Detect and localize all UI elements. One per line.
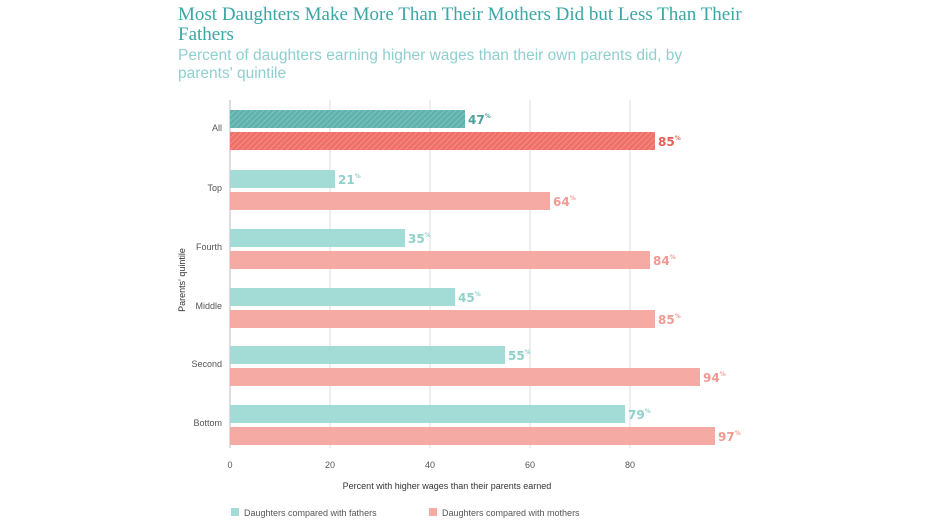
category-label: Second [191,359,222,369]
bar-hatch-mothers [230,132,655,150]
chart-subtitle: Percent of daughters earning higher wage… [178,47,683,82]
bar-mothers [230,192,550,210]
bar-fathers [230,170,335,188]
data-label: 47% [468,113,491,127]
data-label: 85% [658,313,681,327]
category-label: Top [207,183,222,193]
category-label: Bottom [193,418,222,428]
bar-fathers [230,229,405,247]
x-tick-label: 60 [525,460,535,470]
bar-mothers [230,427,715,445]
bar-fathers [230,405,625,423]
data-label: 94% [703,371,726,385]
x-tick-label: 20 [325,460,335,470]
legend: Daughters compared with fathers Daughter… [231,508,580,518]
y-axis-label: Parents' quintile [177,248,187,312]
data-label: 97% [718,430,741,444]
category-label: Fourth [196,242,222,252]
bar-fathers [230,346,505,364]
data-label: 84% [653,254,676,268]
bar-fathers [230,288,455,306]
legend-label-mothers: Daughters compared with mothers [442,508,580,518]
bar-mothers [230,368,700,386]
data-label: 79% [628,408,651,422]
x-axis-label: Percent with higher wages than their par… [343,481,552,491]
x-tick-label: 0 [227,460,232,470]
bar-hatch-fathers [230,110,465,128]
data-label: 35% [408,232,431,246]
data-label: 64% [553,195,576,209]
category-label: Middle [195,301,222,311]
category-label: All [212,123,222,133]
data-label: 21% [338,173,361,187]
bar-mothers [230,310,655,328]
chart-title: Most Daughters Make More Than Their Moth… [178,4,742,45]
legend-swatch-mothers [429,508,437,516]
data-label: 45% [458,291,481,305]
legend-swatch-fathers [231,508,239,516]
bar-mothers [230,251,650,269]
legend-label-fathers: Daughters compared with fathers [244,508,377,518]
data-label: 55% [508,349,531,363]
data-label: 85% [658,135,681,149]
x-tick-label: 80 [625,460,635,470]
x-tick-label: 40 [425,460,435,470]
